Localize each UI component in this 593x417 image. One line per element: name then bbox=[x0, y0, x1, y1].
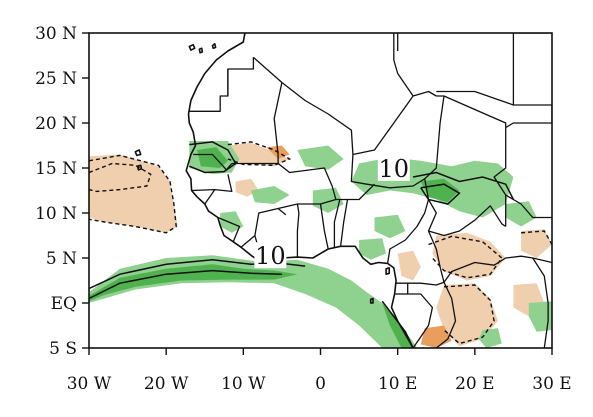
country-border-27 bbox=[505, 194, 552, 219]
contour-dash-9 bbox=[443, 284, 495, 345]
contour-label-0: 10 bbox=[379, 155, 410, 183]
country-border-12 bbox=[319, 203, 329, 250]
country-border-34 bbox=[436, 90, 514, 106]
contour-solid-7 bbox=[420, 183, 461, 205]
country-border-25 bbox=[443, 255, 552, 283]
country-border-16 bbox=[347, 183, 375, 201]
country-border-22 bbox=[386, 199, 430, 264]
island-2 bbox=[211, 42, 217, 50]
shading-green-dark-17 bbox=[420, 178, 460, 203]
y-tick-label-3: 15 N bbox=[35, 159, 77, 179]
country-border-13 bbox=[333, 199, 341, 248]
island-0 bbox=[188, 43, 196, 51]
island-4 bbox=[136, 164, 143, 171]
coastline-1 bbox=[187, 33, 246, 115]
country-border-4 bbox=[193, 153, 233, 171]
shading-orange-light-1 bbox=[89, 154, 178, 233]
contour-dash-0 bbox=[89, 154, 177, 234]
x-tick-label-2: 10 W bbox=[221, 374, 266, 394]
contour-dash-11 bbox=[521, 230, 552, 245]
x-tick-label-3: 0 bbox=[315, 374, 326, 394]
shading-green-light-25 bbox=[528, 301, 552, 332]
shading-green-light-26 bbox=[478, 328, 502, 348]
country-border-15 bbox=[350, 154, 426, 189]
island-3 bbox=[134, 149, 142, 157]
country-border-19 bbox=[393, 33, 414, 97]
contour-dash-5 bbox=[227, 141, 292, 167]
shading-green-dark-13 bbox=[382, 303, 414, 348]
country-border-26 bbox=[493, 127, 507, 227]
y-axis: 30 N 25 N 20 N 15 N 10 N 5 N EQ 5 S bbox=[35, 24, 89, 359]
shading-green-light-21 bbox=[374, 214, 406, 239]
island-1 bbox=[198, 47, 204, 54]
country-border-29 bbox=[407, 283, 434, 348]
x-tick-label-5: 20 E bbox=[455, 374, 494, 394]
x-tick-label-0: 30 W bbox=[67, 374, 112, 394]
country-border-7 bbox=[217, 216, 241, 243]
country-border-20 bbox=[443, 95, 507, 128]
contour-label-bg-0 bbox=[377, 154, 410, 181]
shading-orange-light-2 bbox=[227, 142, 290, 167]
shading-green-light-24 bbox=[505, 201, 537, 227]
shading-green-light-22 bbox=[359, 238, 387, 260]
y-tick-label-6: EQ bbox=[51, 294, 77, 314]
shading-green-light-18 bbox=[297, 145, 344, 170]
x-tick-label-6: 30 E bbox=[532, 374, 571, 394]
country-border-31 bbox=[532, 257, 549, 348]
shading-orange-light-5 bbox=[397, 250, 421, 281]
country-border-14 bbox=[335, 198, 349, 247]
country-border-6 bbox=[204, 189, 216, 205]
shading-orange-light-7 bbox=[521, 229, 552, 258]
contour-label-1: 10 bbox=[255, 242, 286, 270]
country-borders bbox=[189, 33, 552, 348]
country-border-18 bbox=[424, 95, 445, 180]
y-tick-label-1: 25 N bbox=[35, 69, 77, 89]
x-tick-label-1: 20 W bbox=[144, 374, 189, 394]
country-border-24 bbox=[396, 281, 445, 286]
country-border-32 bbox=[505, 105, 552, 129]
country-border-17 bbox=[352, 90, 437, 156]
contour-label-bg-1 bbox=[254, 242, 287, 269]
country-border-23 bbox=[427, 230, 445, 283]
shading-green-light-11 bbox=[89, 255, 417, 348]
y-tick-label-5: 5 N bbox=[46, 249, 77, 269]
country-border-28 bbox=[435, 282, 457, 348]
contour-dash-1 bbox=[89, 162, 152, 193]
x-axis: 30 W 20 W 10 W 0 10 E 20 E 30 E bbox=[67, 348, 572, 394]
y-tick-label-7: 5 S bbox=[49, 339, 77, 359]
country-border-2 bbox=[252, 56, 354, 155]
country-border-10 bbox=[277, 162, 337, 210]
country-border-5 bbox=[191, 174, 233, 193]
country-border-33 bbox=[512, 33, 552, 106]
country-border-11 bbox=[296, 203, 300, 258]
contour-solid-3 bbox=[89, 269, 282, 300]
shading-orange-light-6 bbox=[432, 232, 506, 281]
contour-dash-8 bbox=[428, 235, 503, 279]
anomaly-shading bbox=[89, 141, 552, 348]
contour-solid-6 bbox=[412, 171, 515, 200]
y-tick-label-4: 10 N bbox=[35, 204, 77, 224]
country-border-8 bbox=[240, 207, 287, 248]
island-5 bbox=[385, 267, 391, 276]
contour-labels: 10 10 bbox=[254, 154, 410, 270]
island-6 bbox=[369, 297, 374, 304]
country-border-21 bbox=[424, 178, 507, 237]
shading-green-light-23 bbox=[220, 211, 244, 233]
country-border-3 bbox=[231, 82, 283, 165]
shading-green-light-19 bbox=[251, 186, 290, 204]
x-tick-label-4: 10 E bbox=[378, 374, 417, 394]
y-tick-label-0: 30 N bbox=[35, 24, 77, 44]
y-tick-label-2: 20 N bbox=[35, 114, 77, 134]
